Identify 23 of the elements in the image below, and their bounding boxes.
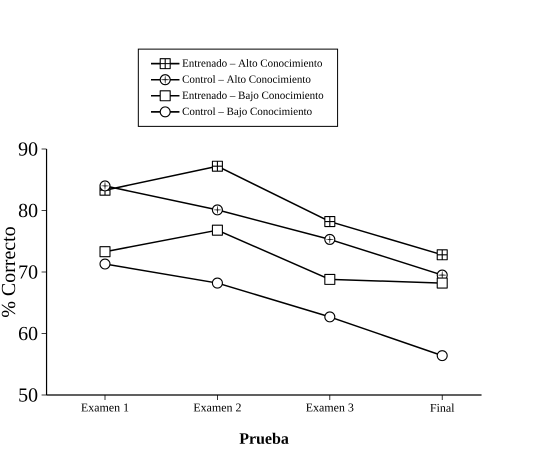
y-tick-label: 70: [19, 265, 38, 279]
point: [436, 278, 448, 289]
point: [99, 258, 111, 270]
x-tick-label: Examen 1: [81, 404, 128, 412]
point: [212, 224, 223, 236]
point: [212, 278, 223, 289]
y-tick-label: 80: [18, 204, 38, 218]
y-tick-label: 90: [18, 142, 38, 156]
point: [99, 246, 111, 258]
legend-label: Entrenado – Alto Conocimiento: [182, 59, 322, 67]
legend-label: Control – Alto Conocimiento: [182, 75, 310, 83]
y-tick-label: 50: [19, 388, 38, 402]
legend-label: Entrenado – Bajo Conocimiento: [182, 91, 324, 102]
y-tick-label: 60: [18, 326, 38, 340]
point: [324, 311, 336, 322]
point: [324, 274, 336, 285]
legend-label: Control – Bajo Conocimiento: [182, 107, 312, 118]
y-axis-title: % Correcto: [2, 227, 16, 317]
point: [436, 350, 448, 362]
x-tick-label: Examen 2: [194, 403, 241, 412]
x-tick-label: Final: [430, 404, 454, 412]
x-tick-label: Examen 3: [306, 403, 354, 412]
x-axis-title: Prueba: [240, 432, 289, 444]
